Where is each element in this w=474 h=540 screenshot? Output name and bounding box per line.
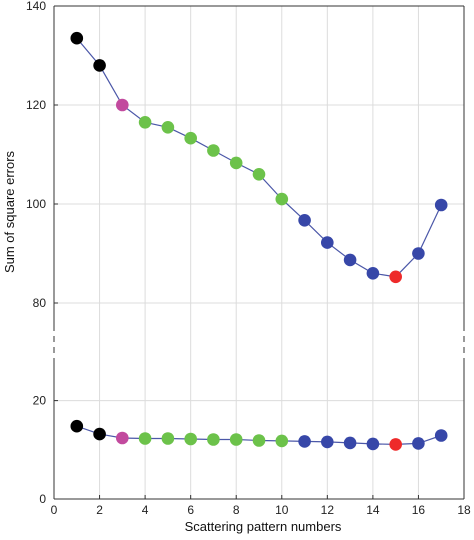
upper-data-point xyxy=(343,253,357,267)
lower-data-point xyxy=(70,419,84,433)
lower-data-point xyxy=(434,429,448,442)
upper-data-point xyxy=(366,267,380,280)
x-tick-label: 8 xyxy=(233,503,240,517)
lower-data-point xyxy=(93,427,106,441)
upper-data-point xyxy=(229,156,243,170)
upper-data-point xyxy=(116,98,129,112)
x-tick-label: 4 xyxy=(142,503,149,517)
upper-data-point xyxy=(275,192,289,206)
upper-data-point xyxy=(321,236,334,249)
lower-data-point xyxy=(343,436,357,450)
upper-data-point xyxy=(207,144,220,157)
x-tick-label: 10 xyxy=(275,503,289,517)
upper-data-point xyxy=(434,198,448,212)
lower-data-point xyxy=(229,433,243,446)
y-tick-label: 100 xyxy=(26,197,46,211)
upper-data-point xyxy=(252,168,266,181)
upper-data-point xyxy=(93,59,106,72)
y-tick-label: 140 xyxy=(26,0,46,13)
lower-data-point xyxy=(275,434,289,448)
lower-data-point xyxy=(298,435,311,448)
lower-data-point xyxy=(321,435,334,449)
tick-labels: 0 2 4 6 8 10 12 14 16 18 80 100 120 140 0 20 xyxy=(26,0,471,517)
lower-data-point xyxy=(412,437,425,450)
plot-frame xyxy=(53,5,465,500)
upper-data-point xyxy=(412,247,425,260)
x-tick-label: 14 xyxy=(366,503,380,517)
upper-data-point xyxy=(138,116,152,129)
x-axis-title: Scattering pattern numbers xyxy=(185,519,342,534)
upper-series-line xyxy=(76,37,442,278)
y-tick-label: 80 xyxy=(33,296,47,310)
upper-data-point xyxy=(298,214,311,227)
upper-data-point xyxy=(389,270,403,284)
y-tick-label: 20 xyxy=(33,394,47,408)
grid xyxy=(54,6,464,499)
lower-data-point xyxy=(207,433,220,446)
lower-data-point xyxy=(161,432,175,445)
x-tick-label: 18 xyxy=(457,503,471,517)
lower-data-point xyxy=(116,431,129,445)
lower-data-point xyxy=(389,438,403,451)
y-axis-title: Sum of square errors xyxy=(2,150,17,273)
y-tick-label: 0 xyxy=(39,492,46,506)
upper-data-point xyxy=(70,31,84,45)
lower-data-point xyxy=(184,432,197,446)
x-tick-label: 6 xyxy=(187,503,194,517)
series-layer xyxy=(70,31,448,451)
lower-data-point xyxy=(252,434,266,447)
y-tick-label: 120 xyxy=(26,98,46,112)
x-tick-label: 0 xyxy=(51,503,58,517)
upper-data-point xyxy=(184,131,197,145)
upper-data-point xyxy=(161,121,175,134)
lower-data-point xyxy=(138,432,152,445)
x-tick-label: 2 xyxy=(96,503,103,517)
x-tick-label: 12 xyxy=(321,503,335,517)
lower-data-point xyxy=(366,437,380,451)
x-tick-label: 16 xyxy=(412,503,426,517)
